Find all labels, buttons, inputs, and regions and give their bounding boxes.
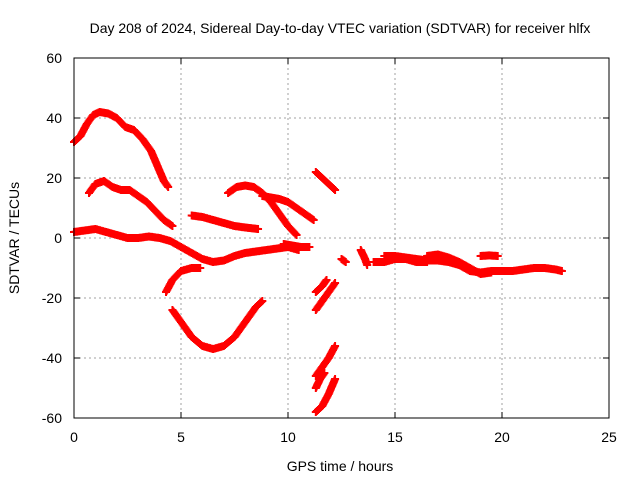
grid-layer xyxy=(74,58,609,418)
y-tick-label: -40 xyxy=(42,350,62,366)
series-arc-15 xyxy=(311,369,329,392)
x-tick-label: 5 xyxy=(177,429,185,445)
x-tick-label: 25 xyxy=(601,429,617,445)
data-point-marks xyxy=(311,168,340,194)
series-arc-19 xyxy=(369,255,432,266)
series-arc-7 xyxy=(224,181,301,239)
x-tick-label: 0 xyxy=(70,429,78,445)
series-arc-6 xyxy=(187,211,263,233)
plot-frame xyxy=(73,57,610,419)
x-tick-label: 10 xyxy=(280,429,296,445)
data-point-marks xyxy=(356,246,372,269)
y-tick-label: 40 xyxy=(46,110,62,126)
data-point-marks xyxy=(168,297,267,353)
data-point-marks xyxy=(311,342,340,380)
data-point-marks xyxy=(311,375,340,416)
series-arc-11 xyxy=(311,276,331,296)
data-point-marks xyxy=(187,211,263,233)
data-point-marks xyxy=(476,251,502,260)
series-arc-4 xyxy=(162,264,205,296)
series-arc-20 xyxy=(423,250,496,278)
data-point-marks xyxy=(70,108,173,191)
series-arc-12 xyxy=(311,279,340,314)
y-tick-label: -20 xyxy=(42,290,62,306)
series-arc-17 xyxy=(356,246,372,269)
y-tick-label: -60 xyxy=(42,410,62,426)
data-point-marks xyxy=(258,192,318,224)
series-arc-2 xyxy=(84,177,177,230)
series-arc-1 xyxy=(70,108,173,191)
series-arc-8 xyxy=(258,192,318,224)
series-arc-9 xyxy=(279,240,314,251)
data-point-marks xyxy=(311,279,340,314)
series-arc-21 xyxy=(476,251,502,260)
series-arc-10 xyxy=(311,168,340,194)
data-point-marks xyxy=(423,250,496,278)
data-point-marks xyxy=(337,255,350,266)
data-point-marks xyxy=(70,225,303,266)
data-point-marks xyxy=(162,264,205,296)
y-tick-label: 0 xyxy=(54,230,62,246)
y-tick-label: 20 xyxy=(46,170,62,186)
series-arc-13 xyxy=(311,342,340,380)
series-arc-14 xyxy=(311,375,340,416)
data-point-marks xyxy=(224,181,301,239)
chart-title: Day 208 of 2024, Sidereal Day-to-day VTE… xyxy=(90,20,591,36)
data-point-marks xyxy=(311,276,331,296)
data-layer xyxy=(70,108,566,416)
x-axis-label: GPS time / hours xyxy=(287,458,394,474)
data-point-marks xyxy=(84,177,177,230)
series-arc-16 xyxy=(337,255,350,266)
data-point-marks xyxy=(279,240,314,251)
y-tick-label: 60 xyxy=(46,50,62,66)
data-point-marks xyxy=(369,255,432,266)
x-tick-label: 20 xyxy=(494,429,510,445)
series-arc-5 xyxy=(168,297,267,353)
y-axis-label: SDTVAR / TECUs xyxy=(6,182,22,294)
series-arc-3 xyxy=(70,225,303,266)
data-point-marks xyxy=(311,369,329,392)
x-tick-label: 15 xyxy=(387,429,403,445)
